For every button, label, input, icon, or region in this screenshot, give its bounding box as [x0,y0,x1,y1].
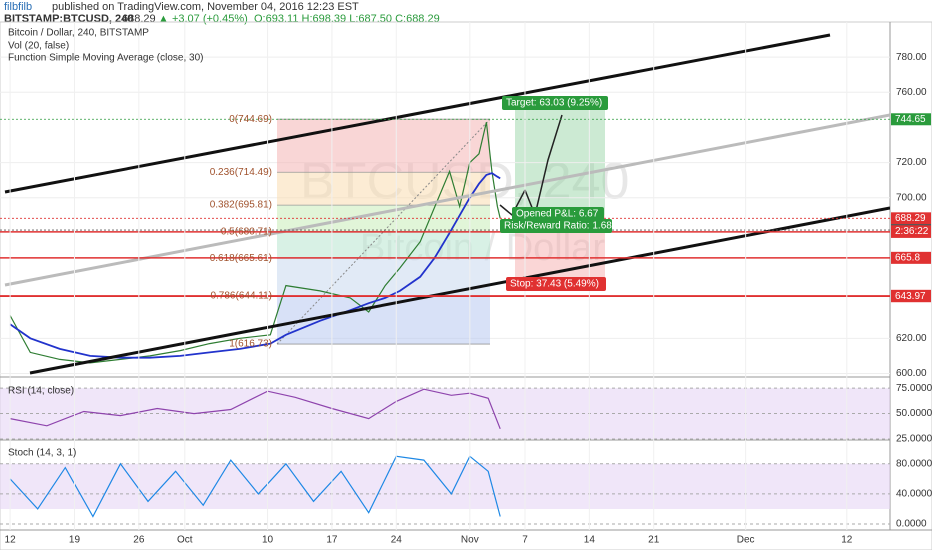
stoch-pane [0,455,890,525]
x-tick-label: 7 [522,535,528,546]
y-tick-label: 80.0000 [896,458,932,469]
y-tick-label: 760.00 [896,87,927,98]
rr-label: Risk/Reward Ratio: 1.68 [504,221,612,232]
price-tag-label: 643.97 [895,291,926,302]
pnl-box [512,207,604,221]
price-tag [891,251,931,264]
fib-label: 0(744.69) [229,114,272,125]
price-pane [0,56,890,374]
change: ▲ +3.07 (+0.45%) [158,13,248,25]
pane-title: Bitcoin / Dollar, 240, BITSTAMP [8,28,149,39]
pane-title: Stoch (14, 3, 1) [8,448,76,459]
x-tick-label: 10 [262,535,274,546]
series-line [9,455,501,518]
x-tick-label: 12 [5,535,17,546]
fib-label: 0.786(644.11) [210,291,272,302]
y-tick-label: 700.00 [896,192,927,203]
pane-annotation: Vol (20, false) [8,41,69,52]
x-tick-label: 21 [648,535,660,546]
y-tick-label: 620.00 [896,333,927,344]
price-tag-label: 744.65 [895,114,926,125]
drawings [0,33,890,377]
y-tick-label: 780.00 [896,52,927,63]
fib-label: 0.382(695.81) [210,200,272,211]
channel-top [4,33,831,194]
y-tick-label: 75.0000 [896,383,932,394]
x-tick-label: Dec [737,535,755,546]
series-line [9,388,501,430]
series-line [9,172,501,359]
price-tag-label: 665.8 [895,252,920,263]
stop-box [506,277,606,291]
price-tag [891,113,931,126]
labels: 12 19 26 Oct 10 17 24 Nov 7 14 21 Dec 12 780.00 760.00… [5,22,932,546]
x-tick-label: 12 [841,535,853,546]
target-label: Target: 63.03 (9.25%) [506,98,602,109]
frame [0,21,932,550]
fib-band [277,119,490,173]
header-bar [0,0,932,22]
countdown-tag [891,225,931,238]
series-line [9,122,501,364]
x-tick-label: 24 [391,535,403,546]
target-box [502,96,608,110]
x-tick-label: Nov [461,535,479,546]
price-tag-label: 688.29 [895,213,926,224]
pnl-label: Opened P&L: 6.67 [516,209,599,220]
x-tick-label: 14 [584,535,596,546]
fib-label: 0.236(714.49) [210,167,272,178]
y-tick-label: 720.00 [896,157,927,168]
fib-label: 1(616.73) [229,339,272,350]
y-tick-label: 25.0000 [896,434,932,445]
stop-label: Stop: 37.43 (5.49%) [510,279,599,290]
rsi-pane [0,387,890,440]
ohlc: O:693.11 H:698.39 L:687.50 C:688.29 [254,13,440,25]
x-tick-label: Oct [177,535,193,546]
symbol: BITSTAMP:BTCUSD, 240 [4,13,133,25]
x-tick-label: 17 [326,535,338,546]
pane-annotation: Function Simple Moving Average (close, 3… [8,53,203,64]
projection [499,114,563,218]
channel-mid [4,113,890,287]
publisher[interactable]: filbfilb [4,1,32,13]
countdown: 2:36:22 [895,226,929,237]
y-tick-label: 50.0000 [896,408,932,419]
fib-band [277,231,490,259]
published: published on TradingView.com, November 0… [52,1,359,13]
price-tag [891,212,931,225]
x-tick-label: 26 [133,535,145,546]
y-tick-label: 40.0000 [896,489,932,500]
y-tick-label: 0.0000 [896,519,927,530]
pane-title: RSI (14, close) [8,386,74,397]
fib-label: 0.618(665.61) [210,253,272,264]
channel-bottom [29,206,890,375]
y-tick-label: 600.00 [896,368,927,379]
x-tick-label: 19 [69,535,81,546]
fib-label: 0.5(680.71) [221,226,272,237]
rr-box [500,219,612,233]
price-tag [891,290,931,303]
